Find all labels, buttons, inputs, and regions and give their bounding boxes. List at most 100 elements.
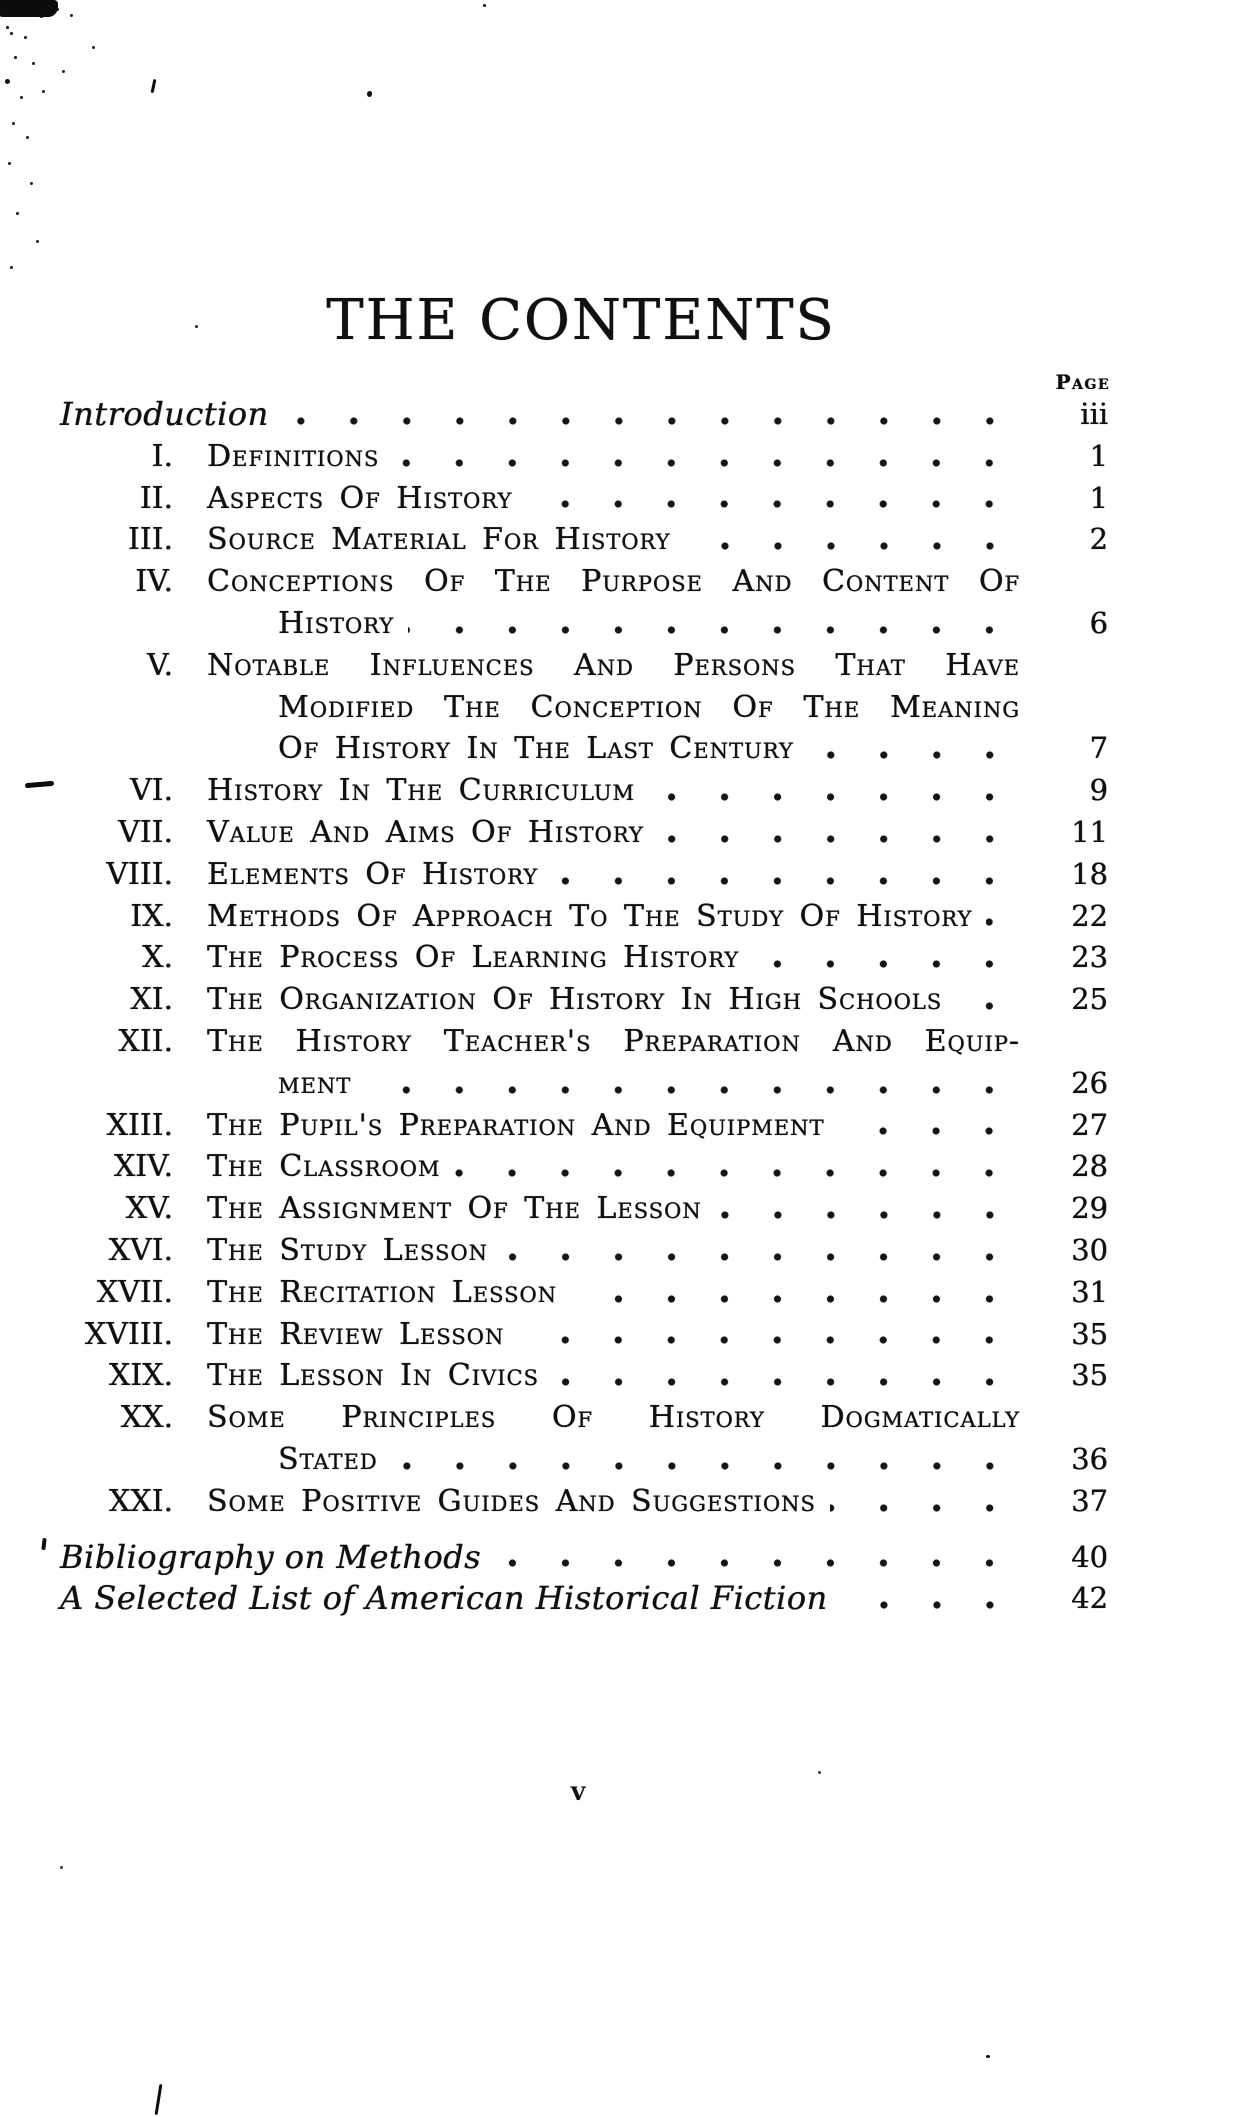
toc-row-chapter-continuation: Stated 36 — [60, 1438, 1108, 1481]
toc-entry-title: The Assignment of the Lesson — [207, 1191, 702, 1227]
toc-entry-title: Notable Influences and Persons that have — [207, 647, 1020, 683]
chapter-numeral: XIX. — [108, 1358, 173, 1394]
toc-row-chapter-continuation: ment 26 — [60, 1062, 1108, 1105]
toc-entry-page: 18 — [1071, 856, 1108, 891]
toc-row-back-matter: Bibliography on Methods 40 — [60, 1536, 1108, 1579]
leader-dots — [807, 728, 1020, 771]
toc-entry-title: Methods of Approach to the Study of Hist… — [207, 898, 973, 934]
toc-entry-title: The History Teacher's Preparation and Eq… — [207, 1023, 1020, 1059]
leader-dots — [365, 1062, 1020, 1105]
scan-artifact — [60, 1866, 63, 1869]
spacer — [1020, 687, 1108, 729]
toc-entry-title: Elements of History — [207, 856, 539, 892]
scan-artifact — [150, 78, 156, 94]
toc-entry-title: The Recitation Lesson — [207, 1274, 558, 1310]
scan-artifact — [0, 0, 58, 17]
toc-entry-page: 9 — [1089, 773, 1108, 808]
toc-entry-page: 29 — [1071, 1191, 1108, 1226]
spacer — [1020, 645, 1108, 687]
toc-entry-page: 35 — [1071, 1358, 1108, 1393]
toc-row-chapter: XXI. Some Positive Guides and Suggestion… — [60, 1480, 1108, 1523]
toc-entry-page: 1 — [1089, 438, 1108, 473]
leader-dots — [526, 477, 1020, 520]
scan-artifact — [41, 1537, 47, 1551]
toc-row-chapter: VIII. Elements of History 18 — [60, 853, 1108, 896]
leader-dots — [454, 1146, 1020, 1189]
leader-dots — [715, 1188, 1020, 1230]
toc-entry-page: 6 — [1089, 605, 1108, 640]
toc-row-chapter: XVIII. The Review Lesson 35 — [60, 1313, 1108, 1356]
toc-entry-title: The Lesson in Civics — [207, 1358, 539, 1394]
leader-dots — [753, 937, 1020, 980]
chapter-numeral: XI. — [130, 982, 173, 1018]
toc-row-chapter: XIII. The Pupil's Preparation and Equipm… — [60, 1104, 1108, 1147]
toc-entry-title: History — [278, 605, 395, 641]
toc-entry-title: The Process of Learning History — [207, 940, 740, 976]
toc-row-chapter: XX. Some Principles of History Dogmatica… — [60, 1397, 1108, 1439]
leader-dots — [552, 853, 1020, 896]
toc-entry-page: 42 — [1071, 1581, 1108, 1616]
toc-entry-title: The Organization of History in High Scho… — [207, 982, 943, 1018]
chapter-numeral: XVI. — [108, 1232, 173, 1268]
toc-entry-title: Some Principles of History Dogmatically — [207, 1400, 1020, 1436]
scan-artifact — [195, 325, 198, 328]
chapter-numeral: III. — [127, 522, 173, 558]
chapter-numeral: IX. — [130, 898, 173, 934]
toc-row-chapter-continuation: Modified the Conception of the Meaning — [60, 687, 1108, 729]
leader-dots — [838, 1104, 1020, 1147]
chapter-numeral: XV. — [125, 1191, 173, 1227]
toc-entry-page: 36 — [1071, 1441, 1108, 1476]
toc-entry-page: 2 — [1089, 522, 1108, 557]
leader-dots — [408, 602, 1020, 645]
leader-dots — [495, 1536, 1020, 1579]
toc-entry-title: Modified the Conception of the Meaning — [278, 689, 1020, 725]
toc-row-chapter: XIV. The Classroom 28 — [60, 1146, 1108, 1189]
toc-entry-page: iii — [1080, 397, 1108, 431]
toc-row-chapter: III. Source Material for History 2 — [60, 519, 1108, 562]
folio-page-number: v — [570, 1776, 586, 1807]
toc-row-chapter: VI. History in the Curriculum 9 — [60, 770, 1108, 812]
toc-entry-page: 30 — [1071, 1232, 1108, 1267]
chapter-numeral: XVIII. — [84, 1316, 173, 1352]
chapter-numeral: I. — [151, 438, 173, 474]
toc-entry-title: Aspects of History — [207, 480, 513, 516]
chapter-numeral: VI. — [129, 773, 173, 809]
leader-dots — [393, 435, 1020, 478]
toc-row-chapter: XI. The Organization of History in High … — [60, 979, 1108, 1021]
scan-artifact — [986, 2055, 990, 2058]
toc-entry-page: 40 — [1071, 1539, 1108, 1574]
toc-entry-title: A Selected List of American Historical F… — [60, 1579, 828, 1618]
chapter-numeral: VIII. — [106, 856, 173, 892]
page-column-label: Page — [1055, 370, 1110, 394]
toc-row-chapter: XIX. The Lesson in Civics 35 — [60, 1355, 1108, 1398]
toc-entry-title: Conceptions of the Purpose and Content o… — [207, 564, 1020, 600]
toc-entry-page: 31 — [1071, 1274, 1108, 1309]
scan-artifact — [818, 1771, 821, 1774]
toc-row-chapter: IX. Methods of Approach to the Study of … — [60, 895, 1108, 938]
toc-row-chapter: XV. The Assignment of the Lesson 29 — [60, 1188, 1108, 1230]
toc-entry-title: Stated — [278, 1441, 378, 1477]
toc-entry-title: Value and Aims of History — [207, 814, 644, 850]
chapter-numeral: V. — [147, 647, 173, 683]
toc-entry-page: 23 — [1071, 940, 1108, 975]
scan-artifact — [483, 4, 486, 7]
toc-entry-page: 26 — [1071, 1065, 1108, 1100]
toc-row-chapter: VII. Value and Aims of History 11 — [60, 811, 1108, 854]
toc-row-chapter: IV. Conceptions of the Purpose and Conte… — [60, 561, 1108, 603]
scan-artifact — [367, 91, 372, 97]
toc-row-chapter: XVII. The Recitation Lesson 31 — [60, 1271, 1108, 1314]
chapter-numeral: XIV. — [113, 1149, 173, 1185]
leader-dots — [829, 1480, 1020, 1523]
toc-entry-title: Source Material for History — [207, 522, 671, 558]
chapter-numeral: II. — [139, 480, 173, 516]
toc-entry-title: Bibliography on Methods — [60, 1537, 482, 1576]
chapter-numeral: XX. — [120, 1400, 173, 1436]
leader-dots — [518, 1313, 1020, 1356]
leader-dots — [571, 1271, 1020, 1314]
scan-artifact — [24, 780, 55, 789]
toc-row-chapter: X. The Process of Learning History 23 — [60, 937, 1108, 980]
leader-dots — [986, 895, 1020, 938]
toc-entry-title: History in the Curriculum — [207, 773, 635, 809]
toc-row-chapter: XII. The History Teacher's Preparation a… — [60, 1021, 1108, 1063]
